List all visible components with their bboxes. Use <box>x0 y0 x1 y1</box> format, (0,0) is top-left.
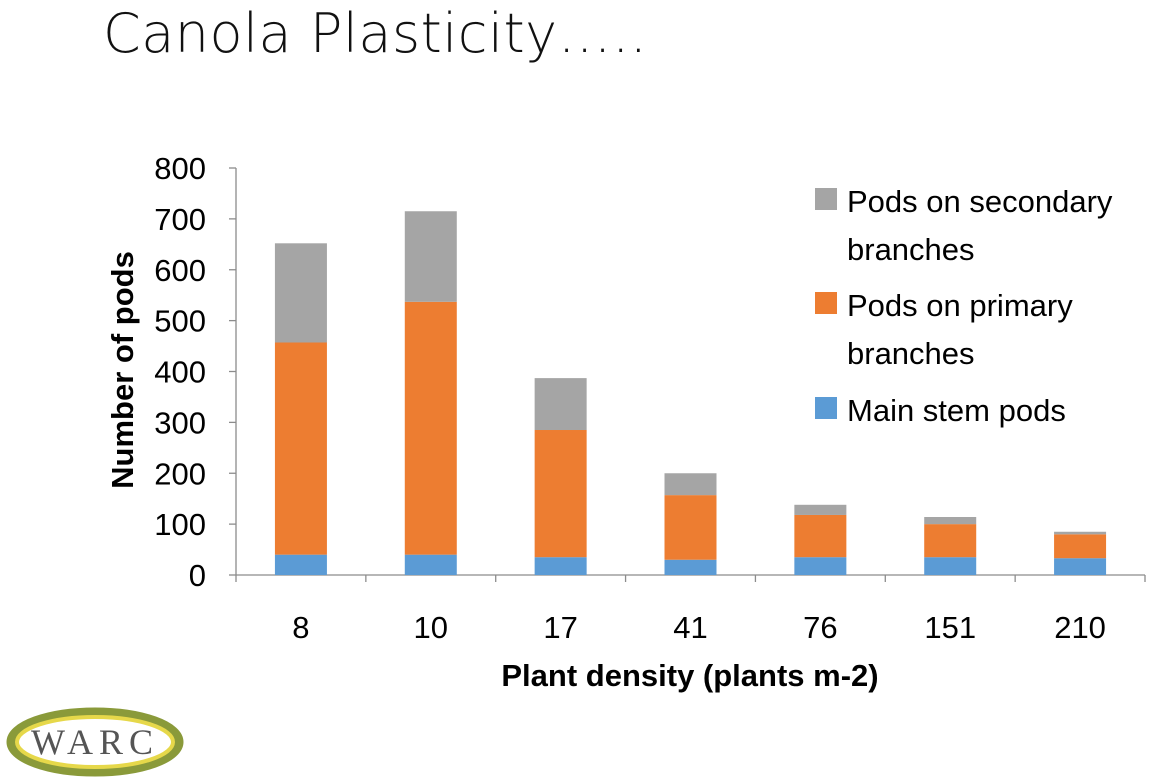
bar-segment <box>404 211 457 302</box>
logo-ring-inner <box>15 715 175 769</box>
logo-text: WARC <box>31 722 159 762</box>
legend-label: branches <box>847 336 975 371</box>
x-tick-label: 10 <box>414 610 448 645</box>
warc-logo: WARC <box>6 707 184 777</box>
y-tick-label: 100 <box>154 507 206 542</box>
y-tick-label: 200 <box>154 456 206 491</box>
logo-ring-fill <box>21 720 169 764</box>
legend-swatch <box>815 188 837 210</box>
x-tick-label: 151 <box>924 610 976 645</box>
bar-segment <box>664 495 717 560</box>
y-tick-label: 600 <box>154 253 206 288</box>
legend-label: branches <box>847 232 975 267</box>
y-tick-label: 300 <box>154 405 206 440</box>
bar-segment <box>924 524 977 558</box>
y-tick-label: 0 <box>189 558 206 593</box>
x-axis-title: Plant density (plants m-2) <box>501 658 878 693</box>
x-tick-label: 41 <box>673 610 707 645</box>
x-tick-label: 8 <box>292 610 309 645</box>
x-tick-label: 210 <box>1054 610 1106 645</box>
bar-segment <box>534 557 587 575</box>
bar-segment <box>924 557 977 575</box>
slide-title: Canola Plasticity….. <box>103 2 648 65</box>
bar-segment <box>1054 534 1107 559</box>
y-tick-label: 800 <box>154 151 206 186</box>
bar-segment <box>664 559 717 575</box>
bar-segment <box>274 342 327 555</box>
legend-label: Main stem pods <box>847 393 1066 428</box>
legend-label: Pods on primary <box>847 288 1073 323</box>
legend-label: Pods on secondary <box>847 184 1113 219</box>
bar-segment <box>1054 558 1107 575</box>
bar-segment <box>794 504 847 515</box>
y-tick-label: 500 <box>154 304 206 339</box>
x-tick-label: 17 <box>543 610 577 645</box>
bar-segment <box>404 554 457 575</box>
bar-segment <box>274 554 327 575</box>
bar-segment <box>274 243 327 343</box>
bar-segment <box>924 517 977 525</box>
legend-swatch <box>815 292 837 314</box>
legend-swatch <box>815 397 837 419</box>
bar-segment <box>404 301 457 555</box>
bar-segment <box>1054 531 1107 535</box>
x-tick-label: 76 <box>803 610 837 645</box>
bar-segment <box>794 514 847 558</box>
bar-segment <box>664 473 717 496</box>
bar-segment <box>534 430 587 558</box>
y-axis-title: Number of pods <box>105 251 140 489</box>
bar-segment <box>534 378 587 431</box>
bar-segment <box>794 557 847 575</box>
y-tick-label: 700 <box>154 202 206 237</box>
logo-ring-outer <box>6 707 184 777</box>
y-tick-label: 400 <box>154 355 206 390</box>
